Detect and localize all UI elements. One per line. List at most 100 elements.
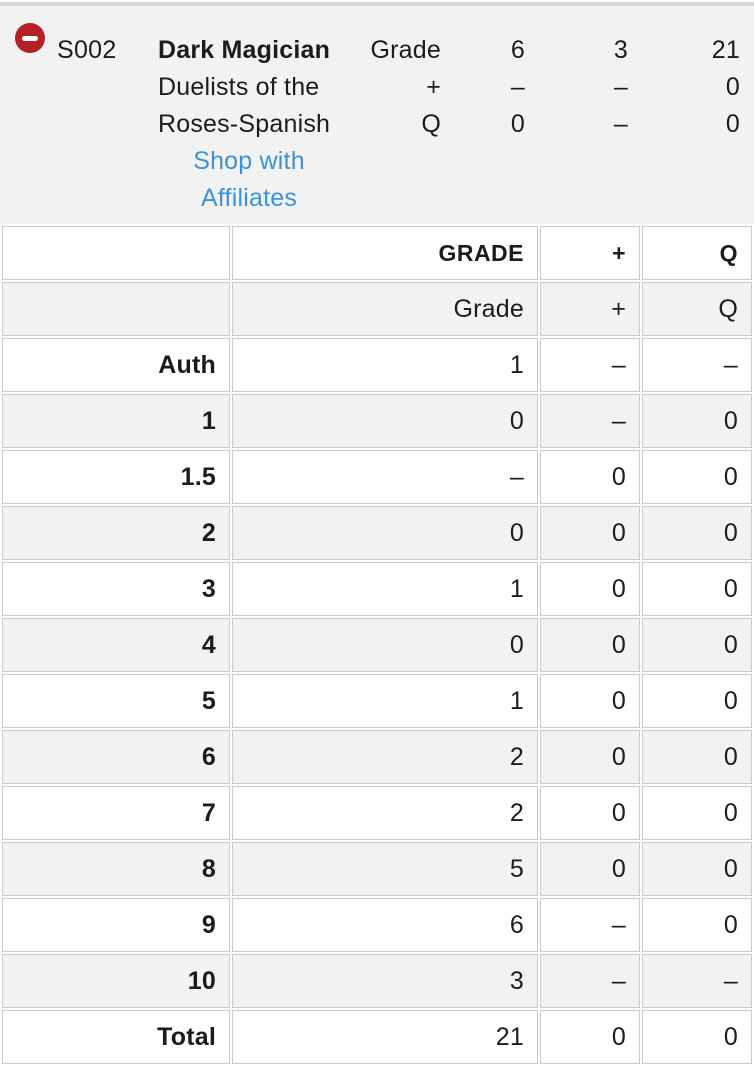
grade-count-cell: 3	[232, 954, 538, 1008]
stat-value: 6	[510, 36, 525, 64]
grade-label-cell	[2, 282, 230, 336]
q-count-cell: Q	[642, 282, 752, 336]
plus-count-cell: –	[540, 898, 640, 952]
grade-count-cell: 1	[232, 674, 538, 728]
q-count-cell: 0	[642, 450, 752, 504]
card-title: Dark Magician	[158, 36, 331, 64]
set-name-line-2: Roses-Spanish	[158, 110, 331, 138]
grade-count-cell: 0	[232, 506, 538, 560]
grade-label-cell: 6	[2, 730, 230, 784]
q-count-cell: 0	[642, 562, 752, 616]
grade-count-cell: 21	[232, 1010, 538, 1064]
stat-value: 21	[711, 36, 740, 64]
grade-count-cell: 2	[232, 786, 538, 840]
item-code: S002	[57, 36, 117, 64]
table-row: 1.5–0 0	[2, 450, 752, 504]
grade-count-cell: 5	[232, 842, 538, 896]
grade-label-cell: 9	[2, 898, 230, 952]
q-count-cell: 0	[642, 674, 752, 728]
remove-item-button[interactable]	[15, 23, 45, 53]
population-table-body: GRADE + Q Grade + Q Auth 1– –1 0–0 1.5–0 0 2 0 0 0 3 1 0 0 4…	[2, 226, 752, 1064]
plus-count-cell: 0	[540, 786, 640, 840]
plus-count-cell: –	[540, 394, 640, 448]
q-count-cell: 0	[642, 898, 752, 952]
table-subheader-row: Grade + Q	[2, 282, 752, 336]
grade-count-cell: 0	[232, 618, 538, 672]
grade-label-cell	[2, 226, 230, 280]
q-count-cell: –	[642, 954, 752, 1008]
grade-label-cell: 3	[2, 562, 230, 616]
stat-value: 0	[725, 110, 740, 138]
population-table: GRADE + Q Grade + Q Auth 1– –1 0–0 1.5–0 0 2 0 0 0 3 1 0 0 4…	[0, 224, 754, 1066]
q-count-cell: 0	[642, 618, 752, 672]
shop-with-affiliates-link-line-1: Shop with	[193, 147, 305, 175]
grade-label-cell: 5	[2, 674, 230, 728]
plus-count-cell: 0	[540, 450, 640, 504]
grade-count-cell: 6	[232, 898, 538, 952]
table-row: 9 6–0	[2, 898, 752, 952]
card-title-block: Dark Magician Duelists of the Roses-Span…	[158, 32, 340, 217]
stat-value: –	[613, 73, 628, 101]
q-count-cell: 0	[642, 1010, 752, 1064]
table-header-row: GRADE + Q	[2, 226, 752, 280]
table-row: 1 0–0	[2, 394, 752, 448]
stat-value: 0	[725, 73, 740, 101]
minus-icon	[22, 35, 38, 41]
stat-value: 3	[613, 36, 628, 64]
plus-count-cell: 0	[540, 506, 640, 560]
top-divider	[0, 2, 754, 6]
plus-count-cell: 0	[540, 562, 640, 616]
grade-label-cell: 8	[2, 842, 230, 896]
q-count-cell: 0	[642, 786, 752, 840]
table-row: 10 3– –	[2, 954, 752, 1008]
plus-count-cell: 0	[540, 730, 640, 784]
plus-count-cell: +	[540, 226, 640, 280]
plus-count-cell: –	[540, 338, 640, 392]
header-stats-row: + – –0	[0, 69, 754, 106]
stat-value: –	[510, 73, 525, 101]
grade-count-cell: 1	[232, 338, 538, 392]
header-stats-row: Q 0–0	[0, 106, 754, 143]
grade-label-cell: 7	[2, 786, 230, 840]
plus-count-cell: 0	[540, 1010, 640, 1064]
grade-count-cell: 2	[232, 730, 538, 784]
q-count-cell: –	[642, 338, 752, 392]
grade-count-cell: –	[232, 450, 538, 504]
grade-label-cell: 1	[2, 394, 230, 448]
q-count-cell: Q	[642, 226, 752, 280]
table-total-row: Total 21 0 0	[2, 1010, 752, 1064]
plus-count-cell: –	[540, 954, 640, 1008]
grade-label-cell: 10	[2, 954, 230, 1008]
q-count-cell: 0	[642, 842, 752, 896]
grade-label-cell: Total	[2, 1010, 230, 1064]
table-row: Auth 1– –	[2, 338, 752, 392]
top-hairline	[0, 0, 754, 2]
grade-label-cell: 2	[2, 506, 230, 560]
q-count-cell: 0	[642, 394, 752, 448]
q-count-cell: 0	[642, 730, 752, 784]
plus-count-cell: 0	[540, 842, 640, 896]
grade-label-cell: Auth	[2, 338, 230, 392]
stat-value: 0	[510, 110, 525, 138]
grade-label-cell: 4	[2, 618, 230, 672]
grade-count-cell: GRADE	[232, 226, 538, 280]
plus-count-cell: 0	[540, 674, 640, 728]
shop-with-affiliates-link[interactable]: Shop with Affiliates	[158, 143, 340, 217]
q-count-cell: 0	[642, 506, 752, 560]
grade-count-cell: Grade	[232, 282, 538, 336]
stat-value: –	[613, 110, 628, 138]
plus-count-cell: 0	[540, 618, 640, 672]
grade-label-cell: 1.5	[2, 450, 230, 504]
grade-count-cell: 0	[232, 394, 538, 448]
grade-count-cell: 1	[232, 562, 538, 616]
shop-with-affiliates-link-line-2: Affiliates	[200, 184, 298, 212]
plus-count-cell: +	[540, 282, 640, 336]
card-summary-header: S002 Dark Magician Duelists of the Roses…	[0, 6, 754, 224]
